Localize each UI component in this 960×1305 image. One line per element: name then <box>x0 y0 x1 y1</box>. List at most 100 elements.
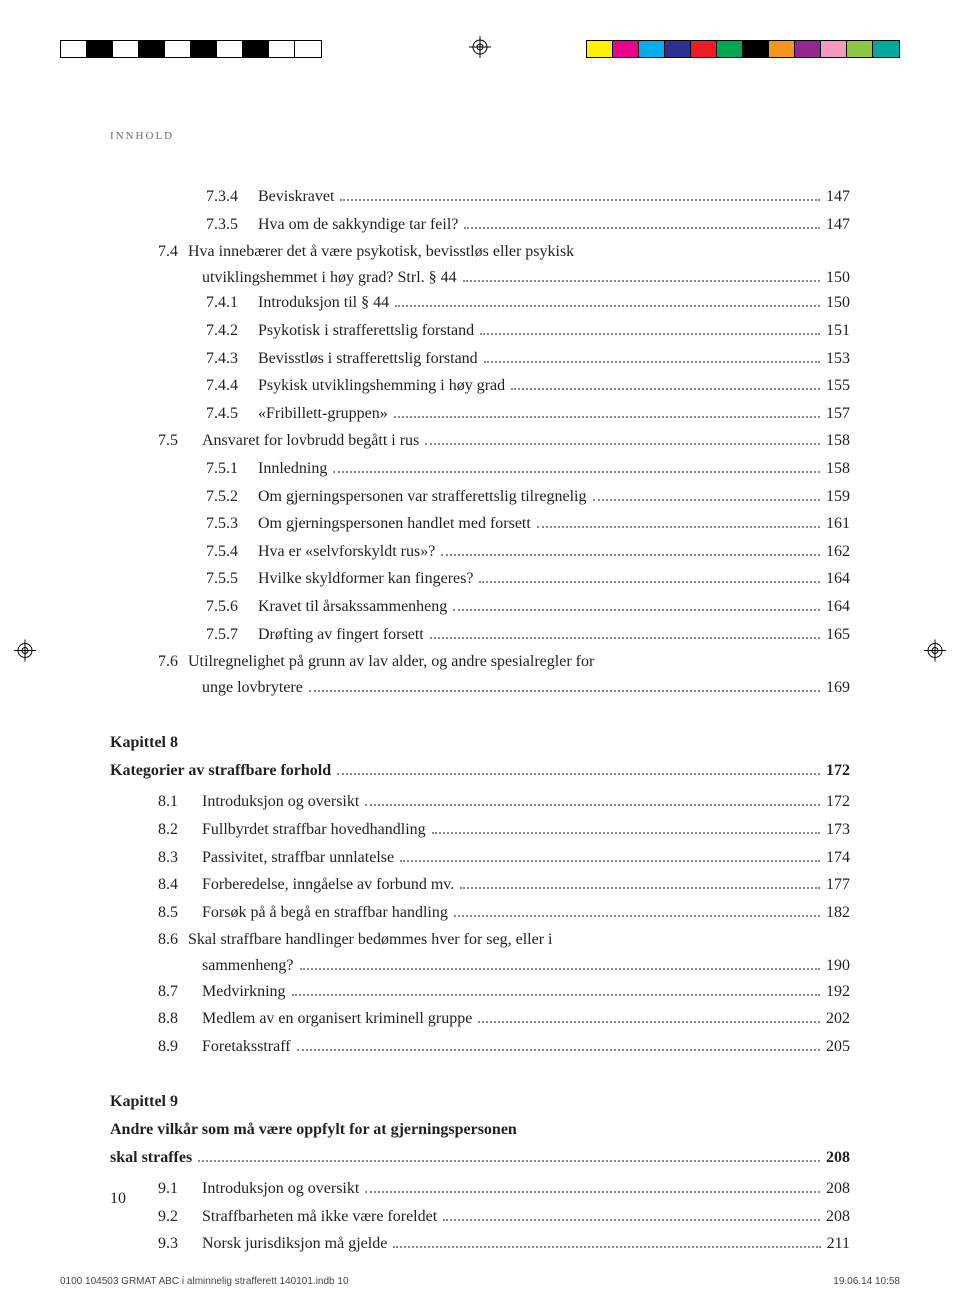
toc-number: 8.8 <box>158 1006 192 1032</box>
toc-title: Hva er «selvforskyldt rus»? <box>258 539 435 565</box>
leader-dots <box>454 915 820 917</box>
toc-title: Psykisk utviklingshemming i høy grad <box>258 373 505 399</box>
toc-title: Beviskravet <box>258 184 334 210</box>
toc-number: 7.4.4 <box>206 373 248 399</box>
color-swatch <box>665 41 691 57</box>
toc-entry: 7.5.1Innledning158 <box>110 456 850 482</box>
toc-number: 7.5.2 <box>206 484 248 510</box>
toc-title-cont: unge lovbrytere <box>202 675 303 701</box>
toc-entry: 8.2Fullbyrdet straffbar hovedhandling173 <box>110 817 850 843</box>
toc-number: 7.5 <box>158 428 192 454</box>
color-swatch <box>613 41 639 57</box>
toc-page: 173 <box>826 817 850 843</box>
toc-title: Norsk jurisdiksjon må gjelde <box>202 1231 387 1257</box>
color-swatch <box>847 41 873 57</box>
toc-title: Forberedelse, inngåelse av forbund mv. <box>202 872 454 898</box>
color-swatch <box>691 41 717 57</box>
chapter-title-cont: skal straffes <box>110 1145 192 1171</box>
toc-title: Straffbarheten må ikke være foreldet <box>202 1204 437 1230</box>
toc-page: 151 <box>826 318 850 344</box>
toc-title: Introduksjon og oversikt <box>202 789 359 815</box>
color-swatch <box>269 41 295 57</box>
toc-entry: 7.4.4 Psykisk utviklingshemming i høy gra… <box>110 373 850 399</box>
print-footer: 0100 104503 GRMAT ABC i alminnelig straf… <box>60 1276 900 1287</box>
leader-dots <box>443 1219 820 1221</box>
toc-number: 9.3 <box>158 1231 192 1257</box>
color-swatch <box>795 41 821 57</box>
toc-page: 150 <box>826 290 850 316</box>
toc: 7.3.4Beviskravet1477.3.5Hva om de sakkyn… <box>110 184 850 700</box>
toc-number: 7.4.2 <box>206 318 248 344</box>
leader-dots <box>198 1160 820 1162</box>
toc-number: 8.7 <box>158 979 192 1005</box>
color-swatch <box>87 41 113 57</box>
toc-title: Psykotisk i strafferettslig forstand <box>258 318 474 344</box>
chapter-title: Kategorier av straffbare forhold <box>110 758 331 784</box>
toc-entry: 7.5.2 Om gjerningspersonen var strafferet… <box>110 484 850 510</box>
toc-page: 155 <box>826 373 850 399</box>
toc-title: Skal straffbare handlinger bedømmes hver… <box>188 927 552 953</box>
leader-dots <box>400 860 820 862</box>
toc-entry: 8.9Foretaksstraff205 <box>110 1034 850 1060</box>
color-swatch <box>821 41 847 57</box>
toc-page: 190 <box>826 953 850 979</box>
color-swatch <box>217 41 243 57</box>
footer-timestamp: 19.06.14 10:58 <box>833 1276 900 1287</box>
chapter-block: Kapittel 8Kategorier av straffbare forho… <box>110 730 850 1059</box>
toc-entry: 7.5.7Drøfting av fingert forsett165 <box>110 622 850 648</box>
leader-dots <box>365 804 820 806</box>
leader-dots <box>441 554 820 556</box>
toc-number: 7.6 <box>158 649 178 675</box>
toc-title: Innledning <box>258 456 327 482</box>
toc-title: Hva innebærer det å være psykotisk, bevi… <box>188 239 574 265</box>
toc-number: 7.3.4 <box>206 184 248 210</box>
toc-number: 7.4.5 <box>206 401 248 427</box>
toc-number: 8.2 <box>158 817 192 843</box>
chapter-label: Kapittel 9 <box>110 1089 850 1115</box>
color-swatch <box>61 41 87 57</box>
toc-page: 164 <box>826 566 850 592</box>
toc-title: Utilregnelighet på grunn av lav alder, o… <box>188 649 594 675</box>
toc-title: Om gjerningspersonen var strafferettslig… <box>258 484 587 510</box>
color-swatch <box>587 41 613 57</box>
toc-title: Medvirkning <box>202 979 286 1005</box>
toc-number: 7.4.1 <box>206 290 248 316</box>
leader-dots <box>464 227 820 229</box>
toc-title: Drøfting av fingert forsett <box>258 622 424 648</box>
leader-dots <box>478 1021 820 1023</box>
toc-page: 157 <box>826 401 850 427</box>
toc-entry: 7.3.5Hva om de sakkyndige tar feil?147 <box>110 212 850 238</box>
toc-number: 9.1 <box>158 1176 192 1202</box>
toc-number: 7.5.4 <box>206 539 248 565</box>
toc-entry: 9.2Straffbarheten må ikke være foreldet2… <box>110 1204 850 1230</box>
running-head: innhold <box>110 130 850 142</box>
toc-number: 8.1 <box>158 789 192 815</box>
leader-dots <box>460 887 820 889</box>
toc-title: Foretaksstraff <box>202 1034 291 1060</box>
toc-entry: 7.4.5 «Fribillett-gruppen» 157 <box>110 401 850 427</box>
toc-number: 8.3 <box>158 845 192 871</box>
leader-dots <box>480 333 820 335</box>
toc-page: 172 <box>826 789 850 815</box>
toc-page: 205 <box>826 1034 850 1060</box>
color-swatch <box>717 41 743 57</box>
chapter-block: Kapittel 9Andre vilkår som må være oppfy… <box>110 1089 850 1257</box>
color-bar-right <box>586 40 900 58</box>
chapter-label: Kapittel 8 <box>110 730 850 756</box>
toc-entry: 7.5.5Hvilke skyldformer kan fingeres?164 <box>110 566 850 592</box>
leader-dots <box>365 1191 820 1193</box>
toc-number: 8.5 <box>158 900 192 926</box>
toc-page: 202 <box>826 1006 850 1032</box>
chapter-title-line: Kategorier av straffbare forhold172 <box>110 758 850 784</box>
color-swatch <box>743 41 769 57</box>
toc-page: 182 <box>826 900 850 926</box>
toc-entry: 8.3Passivitet, straffbar unnlatelse174 <box>110 845 850 871</box>
toc-page: 162 <box>826 539 850 565</box>
toc-title: «Fribillett-gruppen» <box>258 401 388 427</box>
toc-page: 161 <box>826 511 850 537</box>
leader-dots <box>432 832 820 834</box>
toc-entry: 7.4.3Bevisstløs i strafferettslig forsta… <box>110 346 850 372</box>
toc-page: 174 <box>826 845 850 871</box>
toc-entry: 7.4.2 Psykotisk i strafferettslig forstan… <box>110 318 850 344</box>
toc-title: Forsøk på å begå en straffbar handling <box>202 900 448 926</box>
